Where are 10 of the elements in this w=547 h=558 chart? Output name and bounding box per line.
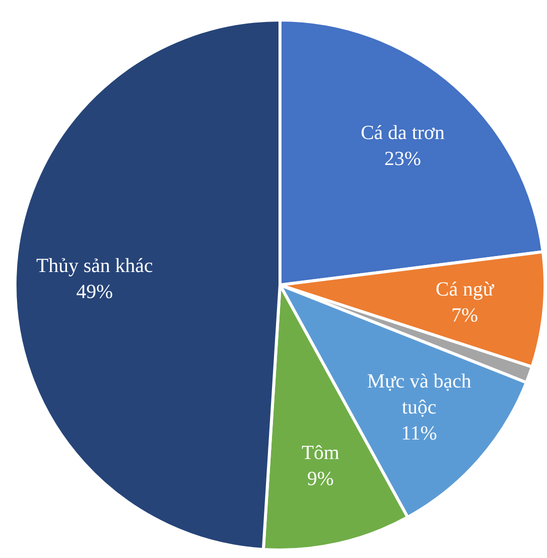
slice-label: Mực và bạch tuộc bbox=[367, 370, 472, 419]
data-label: 11% bbox=[401, 422, 438, 445]
data-label: 7% bbox=[451, 304, 478, 326]
slice-label: Cá ngừ bbox=[436, 278, 495, 300]
data-label: 9% bbox=[307, 468, 334, 490]
data-label: 49% bbox=[76, 281, 113, 304]
slice-label: Thủy sản khác bbox=[36, 255, 154, 278]
slice-label: Tôm bbox=[302, 442, 340, 464]
data-label: 23% bbox=[384, 148, 422, 170]
slice-label: Cá da trơn bbox=[360, 122, 445, 144]
